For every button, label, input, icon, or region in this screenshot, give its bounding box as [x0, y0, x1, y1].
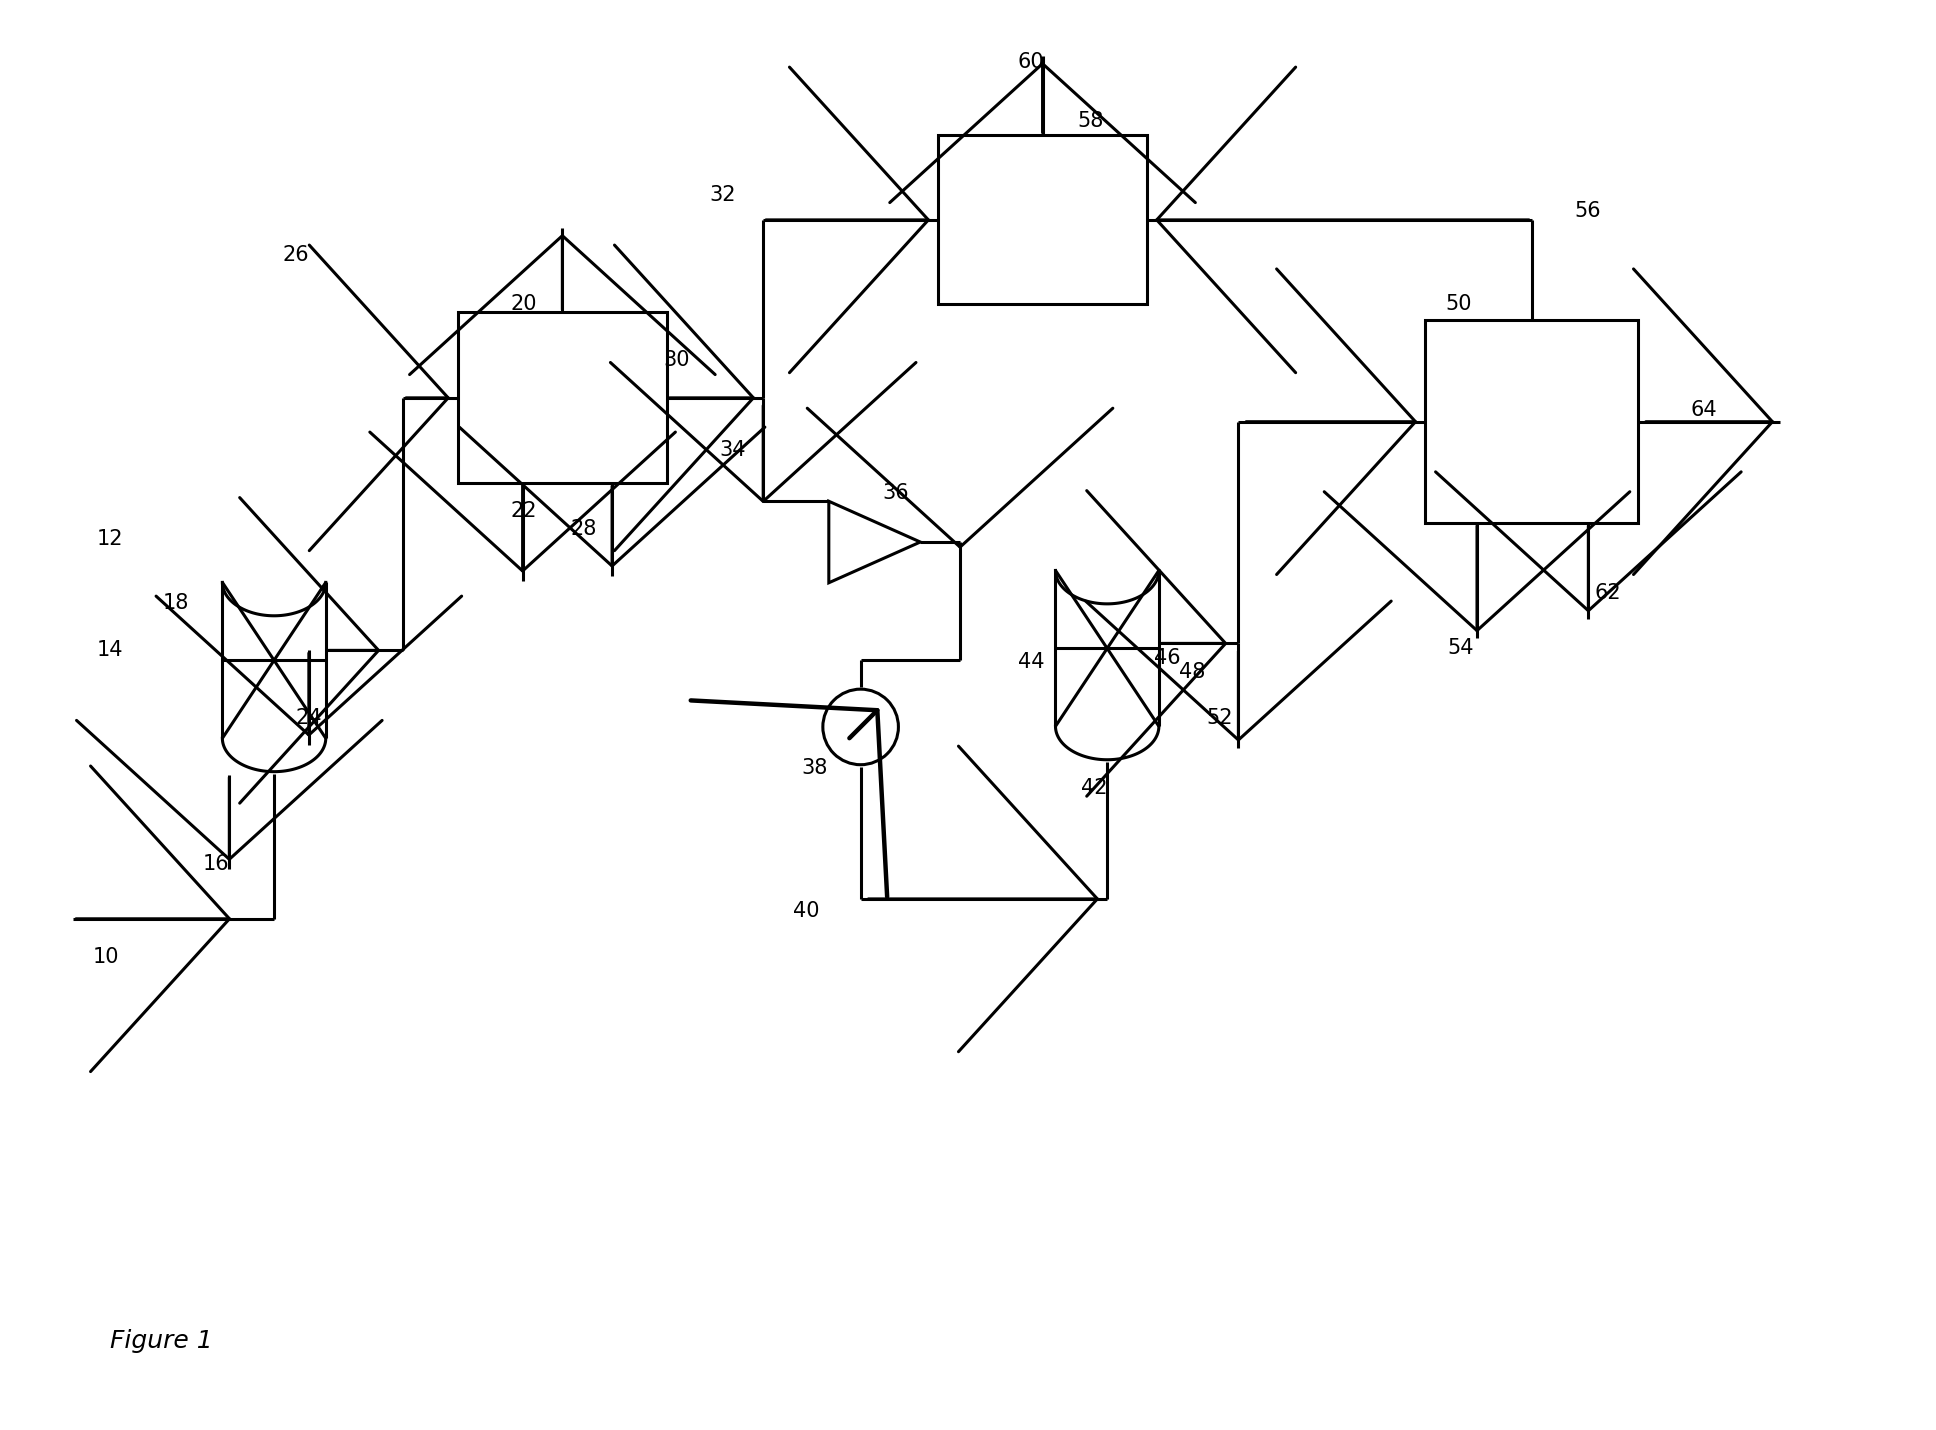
Text: 44: 44 [1018, 652, 1044, 672]
Text: 16: 16 [203, 854, 228, 874]
Text: 30: 30 [664, 350, 691, 370]
Text: 20: 20 [511, 295, 536, 315]
Text: 60: 60 [1018, 51, 1044, 72]
Bar [939, 136, 1146, 305]
Text: 22: 22 [511, 500, 536, 521]
Text: 24: 24 [296, 708, 323, 728]
Text: 36: 36 [883, 483, 910, 503]
Text: 38: 38 [802, 758, 827, 778]
Text: 26: 26 [283, 245, 308, 265]
Text: 52: 52 [1206, 708, 1233, 728]
Text: 28: 28 [571, 519, 596, 539]
Text: 34: 34 [720, 439, 745, 459]
Text: 50: 50 [1444, 295, 1471, 315]
Text: 10: 10 [93, 947, 120, 967]
Bar [459, 312, 666, 483]
Bar [1425, 320, 1638, 523]
Text: 32: 32 [709, 184, 736, 204]
Text: 40: 40 [794, 901, 819, 921]
Text: Figure 1: Figure 1 [110, 1330, 213, 1353]
Text: 12: 12 [97, 529, 124, 549]
Text: 62: 62 [1595, 582, 1620, 602]
Text: 48: 48 [1179, 662, 1204, 682]
Text: 58: 58 [1076, 112, 1104, 132]
Text: 14: 14 [97, 641, 124, 661]
Text: 56: 56 [1574, 202, 1601, 222]
Text: 42: 42 [1082, 778, 1107, 798]
Text: 64: 64 [1690, 400, 1717, 420]
Text: 46: 46 [1154, 648, 1181, 668]
Text: 18: 18 [163, 592, 190, 612]
Text: 54: 54 [1448, 638, 1473, 658]
